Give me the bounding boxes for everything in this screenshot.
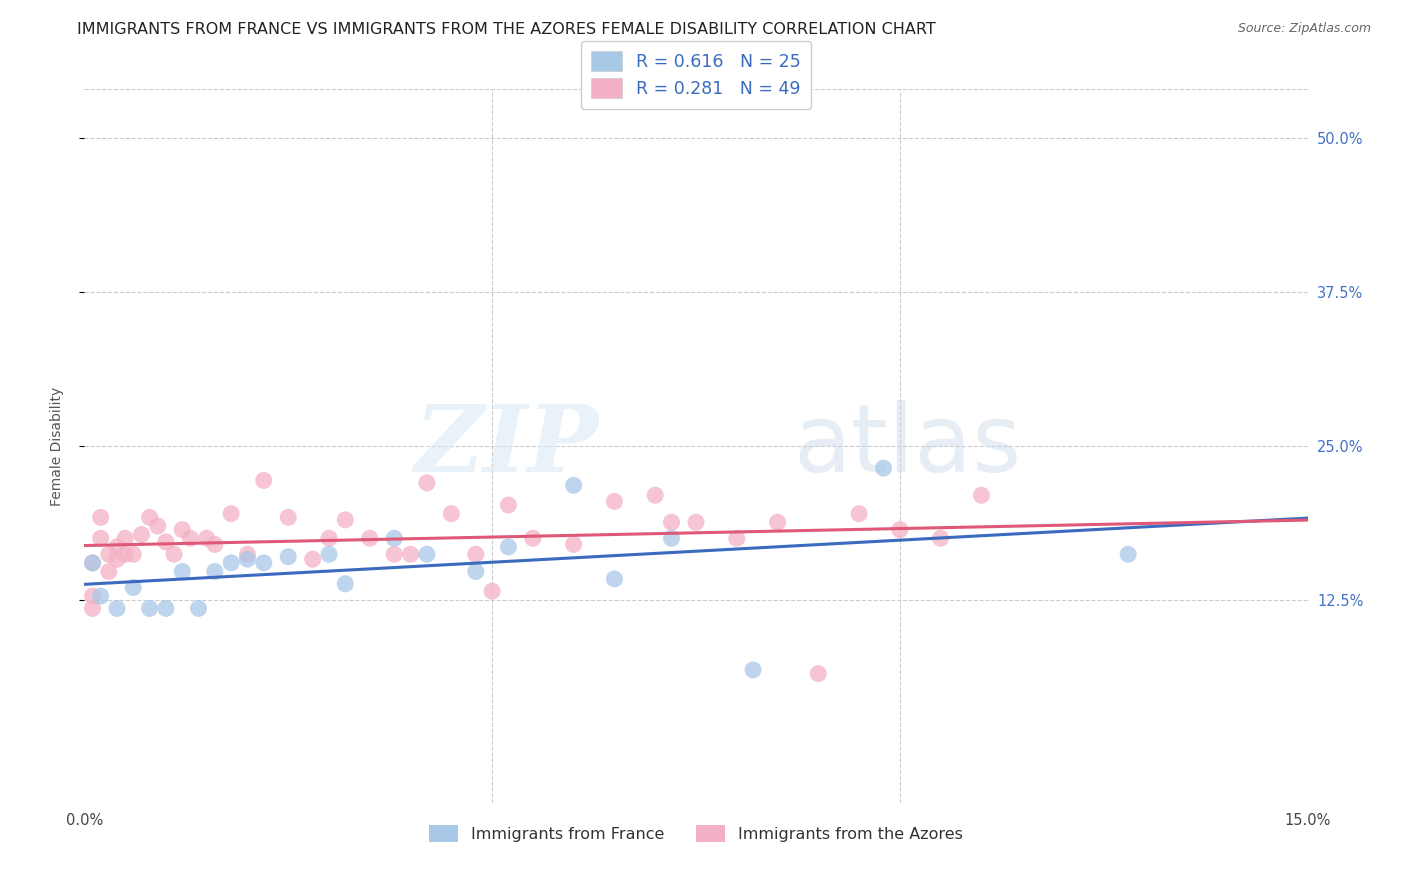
Point xyxy=(131,527,153,541)
Point xyxy=(359,531,381,545)
Point xyxy=(807,666,830,681)
Text: atlas: atlas xyxy=(794,400,1022,492)
Point xyxy=(1116,547,1139,561)
Point xyxy=(382,547,405,561)
Point xyxy=(481,584,503,599)
Point xyxy=(253,474,276,488)
Point xyxy=(416,547,439,561)
Point xyxy=(725,531,748,545)
Point xyxy=(382,531,405,545)
Y-axis label: Female Disability: Female Disability xyxy=(49,386,63,506)
Point xyxy=(603,494,626,508)
Point xyxy=(138,601,160,615)
Point xyxy=(114,531,136,545)
Point xyxy=(155,601,177,615)
Point xyxy=(114,547,136,561)
Point xyxy=(82,601,104,615)
Point xyxy=(105,601,128,615)
Point xyxy=(97,547,120,561)
Point xyxy=(219,507,242,521)
Point xyxy=(661,531,683,545)
Point xyxy=(929,531,952,545)
Point xyxy=(82,556,104,570)
Point xyxy=(105,552,128,566)
Point xyxy=(90,531,112,545)
Point xyxy=(562,478,585,492)
Point xyxy=(90,510,112,524)
Point xyxy=(277,510,299,524)
Point xyxy=(105,540,128,554)
Point xyxy=(498,540,520,554)
Point xyxy=(155,535,177,549)
Point xyxy=(82,556,104,570)
Point xyxy=(172,565,194,579)
Point xyxy=(236,552,259,566)
Point xyxy=(90,589,112,603)
Point xyxy=(644,488,666,502)
Point xyxy=(889,523,911,537)
Point xyxy=(138,510,160,524)
Point xyxy=(603,572,626,586)
Text: ZIP: ZIP xyxy=(413,401,598,491)
Point xyxy=(464,547,486,561)
Point xyxy=(97,565,120,579)
Point xyxy=(277,549,299,564)
Point xyxy=(122,581,145,595)
Point xyxy=(872,461,894,475)
Legend: Immigrants from France, Immigrants from the Azores: Immigrants from France, Immigrants from … xyxy=(423,819,969,848)
Point xyxy=(318,547,340,561)
Point xyxy=(163,547,186,561)
Point xyxy=(399,547,422,561)
Point xyxy=(146,519,169,533)
Point xyxy=(195,531,218,545)
Text: IMMIGRANTS FROM FRANCE VS IMMIGRANTS FROM THE AZORES FEMALE DISABILITY CORRELATI: IMMIGRANTS FROM FRANCE VS IMMIGRANTS FRO… xyxy=(77,22,936,37)
Point xyxy=(766,516,789,530)
Point xyxy=(685,516,707,530)
Point xyxy=(440,507,463,521)
Point xyxy=(301,552,323,566)
Point xyxy=(253,556,276,570)
Point xyxy=(82,589,104,603)
Point xyxy=(464,565,486,579)
Point xyxy=(742,663,765,677)
Point xyxy=(970,488,993,502)
Text: Source: ZipAtlas.com: Source: ZipAtlas.com xyxy=(1237,22,1371,36)
Point xyxy=(335,513,357,527)
Point xyxy=(179,531,201,545)
Point xyxy=(416,475,439,490)
Point xyxy=(522,531,544,545)
Point xyxy=(187,601,209,615)
Point xyxy=(236,547,259,561)
Point xyxy=(498,498,520,512)
Point xyxy=(122,547,145,561)
Point xyxy=(172,523,194,537)
Point xyxy=(204,537,226,551)
Point xyxy=(219,556,242,570)
Point xyxy=(318,531,340,545)
Point xyxy=(848,507,870,521)
Point xyxy=(562,537,585,551)
Point xyxy=(335,576,357,591)
Point xyxy=(204,565,226,579)
Point xyxy=(661,516,683,530)
